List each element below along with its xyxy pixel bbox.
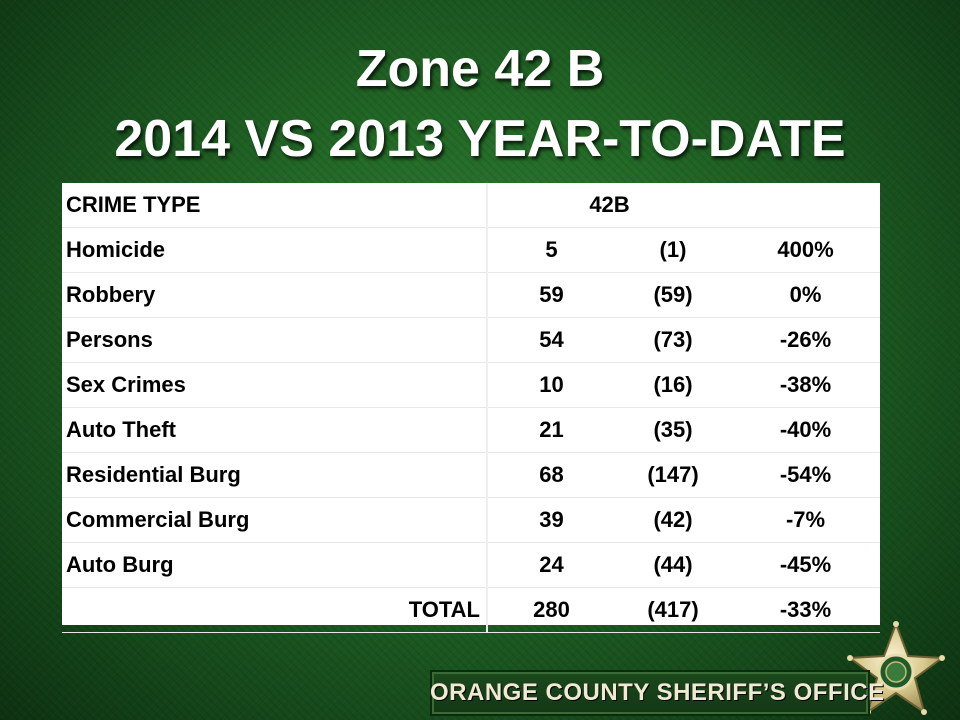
percent-change-cell: -40% <box>731 407 880 453</box>
value-2013-cell: (44) <box>615 542 731 588</box>
total-2014: 280 <box>486 587 615 633</box>
crime-type-cell: Robbery <box>62 272 487 318</box>
value-2014-cell: 5 <box>486 227 615 273</box>
total-change: -33% <box>731 587 880 633</box>
crime-type-cell: Persons <box>62 317 487 363</box>
agency-banner: ORANGE COUNTY SHERIFF’S OFFICE <box>430 670 884 716</box>
crime-table: CRIME TYPE 42B Homicide 5 (1) 400% Robbery 59… <box>62 183 880 633</box>
table-header-row: CRIME TYPE 42B <box>62 183 880 228</box>
percent-change-cell: -38% <box>731 362 880 408</box>
percent-change-cell: -7% <box>731 497 880 543</box>
table-row: Auto Burg 24 (44) -45% <box>62 542 880 588</box>
value-2014-cell: 54 <box>486 317 615 363</box>
crime-type-cell: Sex Crimes <box>62 362 487 408</box>
crime-table-container: CRIME TYPE 42B Homicide 5 (1) 400% Robbery 59… <box>62 183 880 633</box>
table-row: Sex Crimes 10 (16) -38% <box>62 362 880 408</box>
header-crime-type: CRIME TYPE <box>62 183 487 228</box>
table-row: Auto Theft 21 (35) -40% <box>62 407 880 453</box>
crime-type-cell: Residential Burg <box>62 452 487 498</box>
value-2013-cell: (42) <box>615 497 731 543</box>
header-zone: 42B <box>486 183 731 228</box>
table-total-row: TOTAL 280 (417) -33% <box>62 587 880 633</box>
percent-change-cell: -26% <box>731 317 880 363</box>
value-2014-cell: 24 <box>486 542 615 588</box>
header-empty <box>731 183 880 228</box>
value-2014-cell: 21 <box>486 407 615 453</box>
percent-change-cell: -54% <box>731 452 880 498</box>
value-2014-cell: 10 <box>486 362 615 408</box>
value-2013-cell: (16) <box>615 362 731 408</box>
percent-change-cell: 0% <box>731 272 880 318</box>
table-row: Homicide 5 (1) 400% <box>62 227 880 273</box>
value-2014-cell: 59 <box>486 272 615 318</box>
value-2013-cell: (1) <box>615 227 731 273</box>
table-row: Residential Burg 68 (147) -54% <box>62 452 880 498</box>
value-2013-cell: (73) <box>615 317 731 363</box>
table-row: Persons 54 (73) -26% <box>62 317 880 363</box>
percent-change-cell: -45% <box>731 542 880 588</box>
slide-subtitle: 2014 VS 2013 YEAR-TO-DATE <box>114 110 846 168</box>
crime-type-cell: Auto Burg <box>62 542 487 588</box>
table-row: Robbery 59 (59) 0% <box>62 272 880 318</box>
value-2013-cell: (35) <box>615 407 731 453</box>
crime-type-cell: Auto Theft <box>62 407 487 453</box>
value-2014-cell: 39 <box>486 497 615 543</box>
percent-change-cell: 400% <box>731 227 880 273</box>
sheriff-star-icon <box>847 621 945 715</box>
crime-type-cell: Homicide <box>62 227 487 273</box>
value-2013-cell: (59) <box>615 272 731 318</box>
slide-title: Zone 42 B <box>355 40 605 98</box>
value-2014-cell: 68 <box>486 452 615 498</box>
value-2013-cell: (147) <box>615 452 731 498</box>
total-label: TOTAL <box>62 587 487 633</box>
table-row: Commercial Burg 39 (42) -7% <box>62 497 880 543</box>
crime-type-cell: Commercial Burg <box>62 497 487 543</box>
total-2013: (417) <box>615 587 731 633</box>
